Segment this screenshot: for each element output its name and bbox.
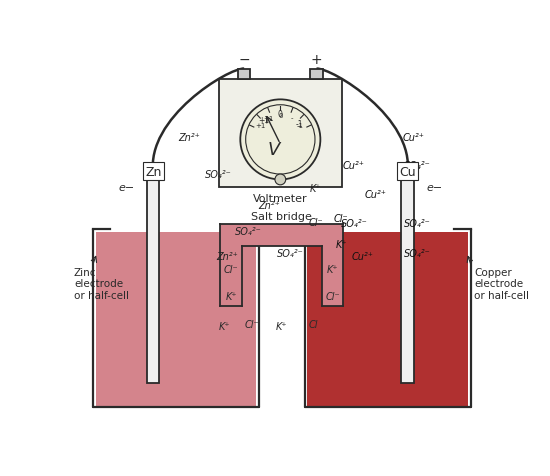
Text: SO₄²⁻: SO₄²⁻ [340, 219, 367, 229]
Text: V: V [268, 140, 280, 159]
Text: Cl: Cl [309, 320, 318, 330]
Text: −: − [238, 53, 250, 67]
Bar [402, 180, 414, 384]
Text: Copper
electrode
or half-cell: Copper electrode or half-cell [474, 267, 529, 300]
Text: Zn: Zn [145, 166, 162, 178]
Text: Zn²⁺: Zn²⁺ [258, 120, 280, 130]
Bar [238, 69, 250, 80]
Text: K⁺: K⁺ [226, 291, 237, 301]
Text: Zn²⁺: Zn²⁺ [258, 200, 280, 210]
Bar [96, 232, 256, 407]
Text: K⁺: K⁺ [310, 184, 322, 194]
Text: Cl⁻: Cl⁻ [224, 264, 238, 274]
Text: Cl⁻: Cl⁻ [309, 217, 323, 227]
Text: SO₄²⁻: SO₄²⁻ [205, 169, 232, 179]
Text: K⁺: K⁺ [276, 321, 288, 331]
Text: -1: -1 [296, 119, 304, 129]
Text: Cu: Cu [399, 166, 416, 178]
Text: Voltmeter: Voltmeter [253, 194, 307, 204]
Text: e−: e− [426, 183, 442, 193]
Text: Zn²⁺: Zn²⁺ [216, 252, 238, 262]
Circle shape [246, 106, 315, 175]
Text: SO₄²⁻: SO₄²⁻ [235, 226, 261, 236]
Text: -: - [290, 115, 293, 121]
Text: Salt bridge: Salt bridge [251, 211, 312, 221]
Text: SO₄²⁻: SO₄²⁻ [277, 248, 304, 258]
Text: Cl⁻: Cl⁻ [334, 213, 349, 223]
Text: +1: +1 [255, 123, 265, 129]
Circle shape [240, 100, 321, 180]
Text: Cu²⁺: Cu²⁺ [343, 160, 365, 170]
Text: K⁺: K⁺ [219, 321, 230, 331]
Text: +: + [311, 53, 322, 67]
Text: -1: -1 [297, 123, 304, 129]
Text: Zinc
electrode
or half-cell: Zinc electrode or half-cell [74, 267, 129, 300]
Text: SO₄²⁻: SO₄²⁻ [404, 248, 431, 258]
Text: 0: 0 [278, 110, 283, 119]
Text: Cu²⁺: Cu²⁺ [402, 133, 424, 143]
Text: Cl⁻: Cl⁻ [326, 291, 340, 301]
Circle shape [275, 175, 286, 186]
Text: SO₄²⁻: SO₄²⁻ [404, 219, 431, 229]
Text: K⁺: K⁺ [327, 264, 338, 274]
Text: SO₄²⁻: SO₄²⁻ [273, 155, 300, 165]
Bar [147, 180, 160, 384]
Text: SO₄²⁻: SO₄²⁻ [404, 160, 431, 170]
Text: Cu²⁺: Cu²⁺ [351, 252, 373, 262]
Text: K⁺: K⁺ [336, 239, 347, 249]
Text: e−: e− [118, 183, 134, 193]
Bar [310, 69, 323, 80]
Bar [219, 80, 342, 188]
Text: Zn²⁺: Zn²⁺ [178, 133, 200, 143]
Text: Cl⁻: Cl⁻ [245, 320, 260, 330]
Text: +1: +1 [263, 115, 274, 121]
Bar [307, 232, 468, 407]
Text: +1: +1 [258, 116, 270, 125]
Text: 0: 0 [278, 112, 283, 119]
Text: Cu²⁺: Cu²⁺ [364, 189, 386, 199]
Bar [221, 225, 343, 246]
Bar [221, 246, 242, 307]
Bar [322, 246, 343, 307]
